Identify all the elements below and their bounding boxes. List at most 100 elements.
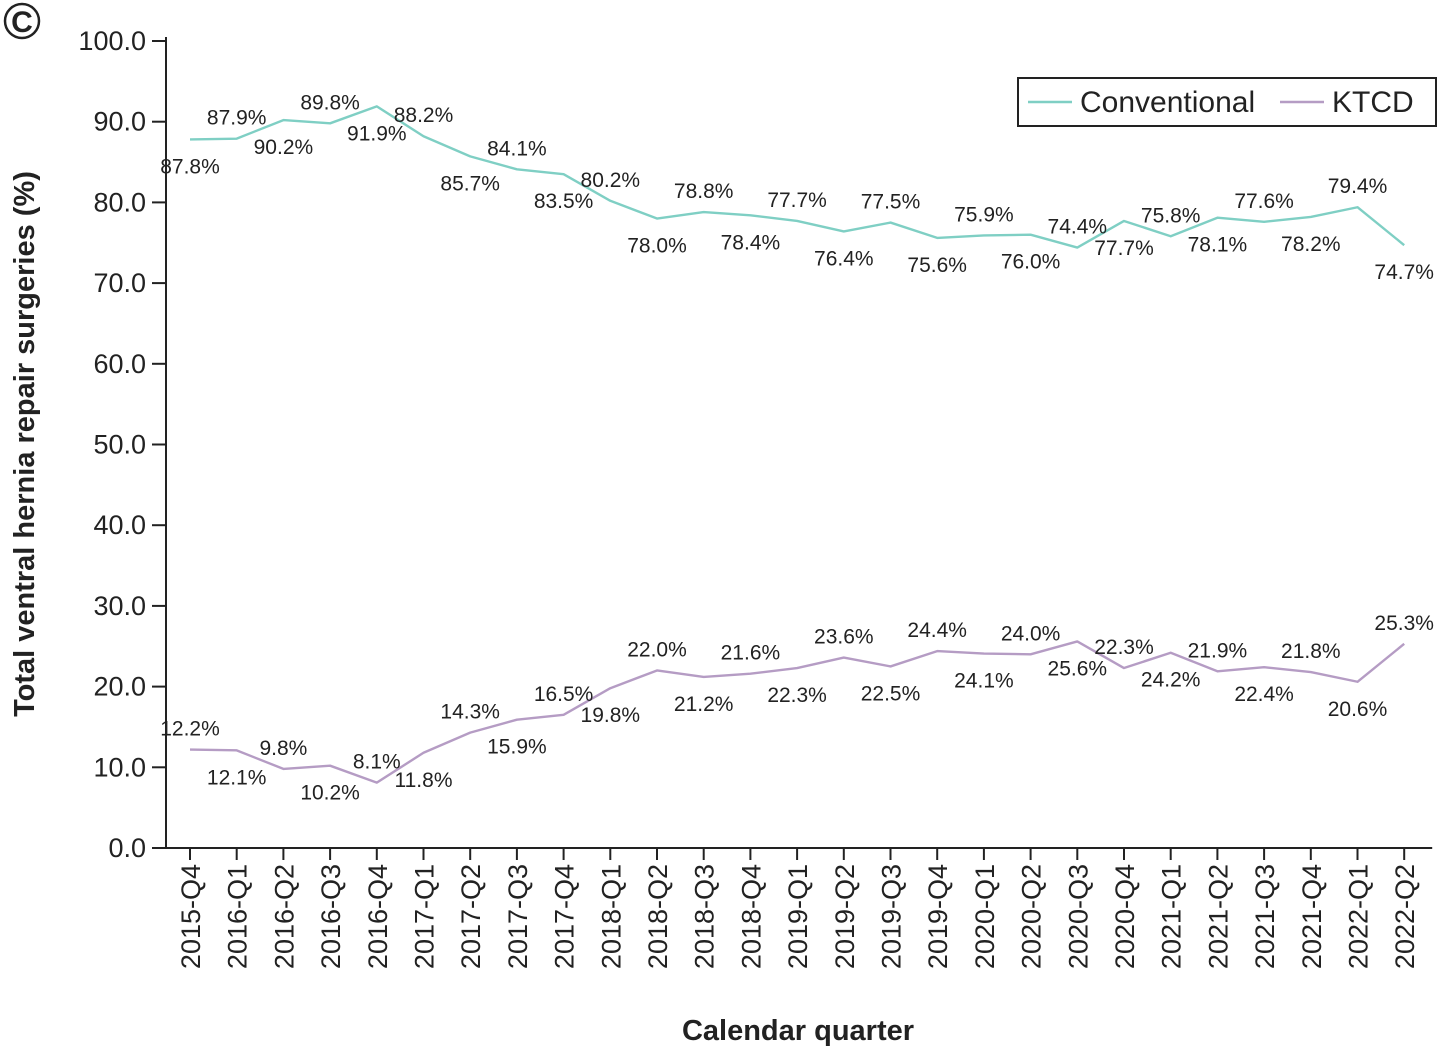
y-tick-label: 0.0 [108, 833, 146, 863]
data-label-conventional: 75.8% [1141, 204, 1201, 227]
data-label-ktcd: 22.3% [1094, 636, 1154, 659]
legend: Conventional KTCD [1017, 77, 1437, 127]
data-label-ktcd: 12.2% [160, 718, 220, 741]
data-label-ktcd: 22.0% [627, 638, 687, 661]
data-label-conventional: 91.9% [347, 122, 407, 145]
data-label-conventional: 78.4% [721, 231, 781, 254]
y-tick-label: 40.0 [93, 510, 146, 540]
x-tick-label: 2016-Q2 [269, 864, 299, 969]
data-label-ktcd: 25.3% [1374, 612, 1434, 635]
series-lines [189, 105, 1405, 784]
data-label-conventional: 74.7% [1374, 261, 1434, 284]
x-tick-label: 2016-Q1 [223, 864, 253, 969]
x-tick-label: 2020-Q3 [1063, 864, 1093, 969]
data-label-conventional: 76.4% [814, 247, 874, 270]
x-axis-title: Calendar quarter [682, 1015, 914, 1047]
x-tick-label: 2017-Q2 [456, 864, 486, 969]
data-label-ktcd: 10.2% [300, 782, 360, 805]
x-tick-label: 2016-Q4 [363, 864, 393, 969]
data-label-ktcd: 22.5% [861, 682, 921, 705]
data-label-ktcd: 15.9% [487, 736, 547, 759]
data-label-ktcd: 24.0% [1001, 622, 1061, 645]
x-tick-label: 2022-Q1 [1344, 864, 1374, 969]
legend-box [1017, 77, 1437, 127]
x-tick-label: 2020-Q1 [970, 864, 1000, 969]
data-label-conventional: 79.4% [1328, 175, 1388, 198]
x-tick-label: 2017-Q3 [503, 864, 533, 969]
x-tick-label: 2021-Q4 [1297, 864, 1327, 969]
data-label-ktcd: 9.8% [259, 737, 307, 760]
data-label-ktcd: 14.3% [440, 701, 500, 724]
data-label-ktcd: 24.1% [954, 670, 1014, 693]
data-label-ktcd: 21.9% [1188, 639, 1248, 662]
data-label-conventional: 88.2% [394, 104, 454, 127]
x-tick-label: 2021-Q2 [1203, 864, 1233, 969]
data-label-conventional: 74.4% [1048, 216, 1108, 239]
panel-label-circle [3, 2, 41, 40]
data-label-ktcd: 19.8% [581, 704, 641, 727]
x-tick-label: 2020-Q4 [1110, 864, 1140, 969]
data-label-conventional: 78.8% [674, 180, 734, 203]
axes: 0.0 10.0 20.0 30.0 40.0 50.0 60.0 70.0 80.0 90.0 1… [78, 26, 1433, 969]
x-tick-label: 2018-Q2 [643, 864, 673, 969]
data-labels: 87.8% 87.9% 90.2% 89.8% 91.9%88.2% 85.7% 84.1%… [160, 91, 1434, 804]
data-label-ktcd: 21.8% [1281, 640, 1341, 663]
data-label-conventional: 75.9% [954, 203, 1014, 226]
data-label-conventional: 77.6% [1234, 190, 1294, 213]
data-label-conventional: 78.2% [1281, 233, 1341, 256]
data-label-conventional: 87.8% [160, 155, 220, 178]
x-tick-label: 2021-Q1 [1157, 864, 1187, 969]
data-label-conventional: 90.2% [254, 136, 314, 159]
data-label-conventional: 89.8% [300, 91, 360, 114]
data-label-conventional: 87.9% [207, 107, 267, 130]
x-tick-label: 2018-Q3 [690, 864, 720, 969]
x-tick-label: 2019-Q1 [783, 864, 813, 969]
x-tick-label: 2017-Q4 [550, 864, 580, 969]
data-label-conventional: 77.7% [767, 189, 827, 212]
y-tick-label: 20.0 [93, 672, 146, 702]
x-tick-label: 2019-Q4 [923, 864, 953, 969]
y-tick-label: 50.0 [93, 430, 146, 460]
data-label-conventional: 76.0% [1001, 251, 1061, 274]
data-label-ktcd: 21.2% [674, 693, 734, 716]
data-label-ktcd: 24.4% [907, 619, 967, 642]
x-tick-label: 2019-Q2 [830, 864, 860, 969]
panel-label: C [3, 2, 41, 40]
y-tick-label: 80.0 [93, 187, 146, 217]
data-label-ktcd: 25.6% [1048, 657, 1108, 680]
x-tick-label: 2015-Q4 [176, 864, 206, 969]
y-tick-label: 70.0 [93, 268, 146, 298]
data-label-conventional: 83.5% [534, 190, 594, 213]
x-tick-label: 2018-Q1 [596, 864, 626, 969]
data-label-ktcd: 11.8% [395, 769, 453, 792]
x-tick-label: 2018-Q4 [736, 864, 766, 969]
data-label-conventional: 77.5% [861, 191, 921, 214]
legend-label-conventional: Conventional [1080, 86, 1255, 119]
x-tick-label: 2019-Q3 [877, 864, 907, 969]
data-label-ktcd: 22.4% [1234, 683, 1294, 706]
legend-label-ktcd: KTCD [1332, 86, 1414, 119]
data-label-conventional: 84.1% [487, 137, 547, 160]
data-label-conventional: 78.1% [1188, 234, 1248, 257]
y-tick-label: 30.0 [93, 591, 146, 621]
y-tick-label: 100.0 [78, 26, 146, 56]
y-tick-label: 90.0 [93, 107, 146, 137]
data-label-conventional: 77.7% [1094, 237, 1154, 260]
data-label-ktcd: 16.5% [534, 683, 594, 706]
y-tick-label: 10.0 [93, 752, 146, 782]
data-label-ktcd: 24.2% [1141, 669, 1201, 692]
x-tick-label: 2020-Q2 [1017, 864, 1047, 969]
data-label-conventional: 85.7% [440, 172, 500, 195]
data-label-ktcd: 21.6% [721, 642, 781, 665]
data-label-ktcd: 12.1% [207, 766, 267, 789]
y-tick-label: 60.0 [93, 349, 146, 379]
x-tick-label: 2017-Q1 [410, 864, 440, 969]
x-tick-label: 2022-Q2 [1390, 864, 1420, 969]
data-label-conventional: 80.2% [581, 169, 641, 192]
y-axis-title: Total ventral hernia repair surgeries (%… [9, 171, 41, 717]
data-label-conventional: 75.6% [907, 254, 967, 277]
data-label-ktcd: 22.3% [767, 684, 827, 707]
series-line-conventional [189, 105, 1405, 249]
data-label-ktcd: 23.6% [814, 626, 874, 649]
series-line-ktcd [189, 640, 1405, 784]
